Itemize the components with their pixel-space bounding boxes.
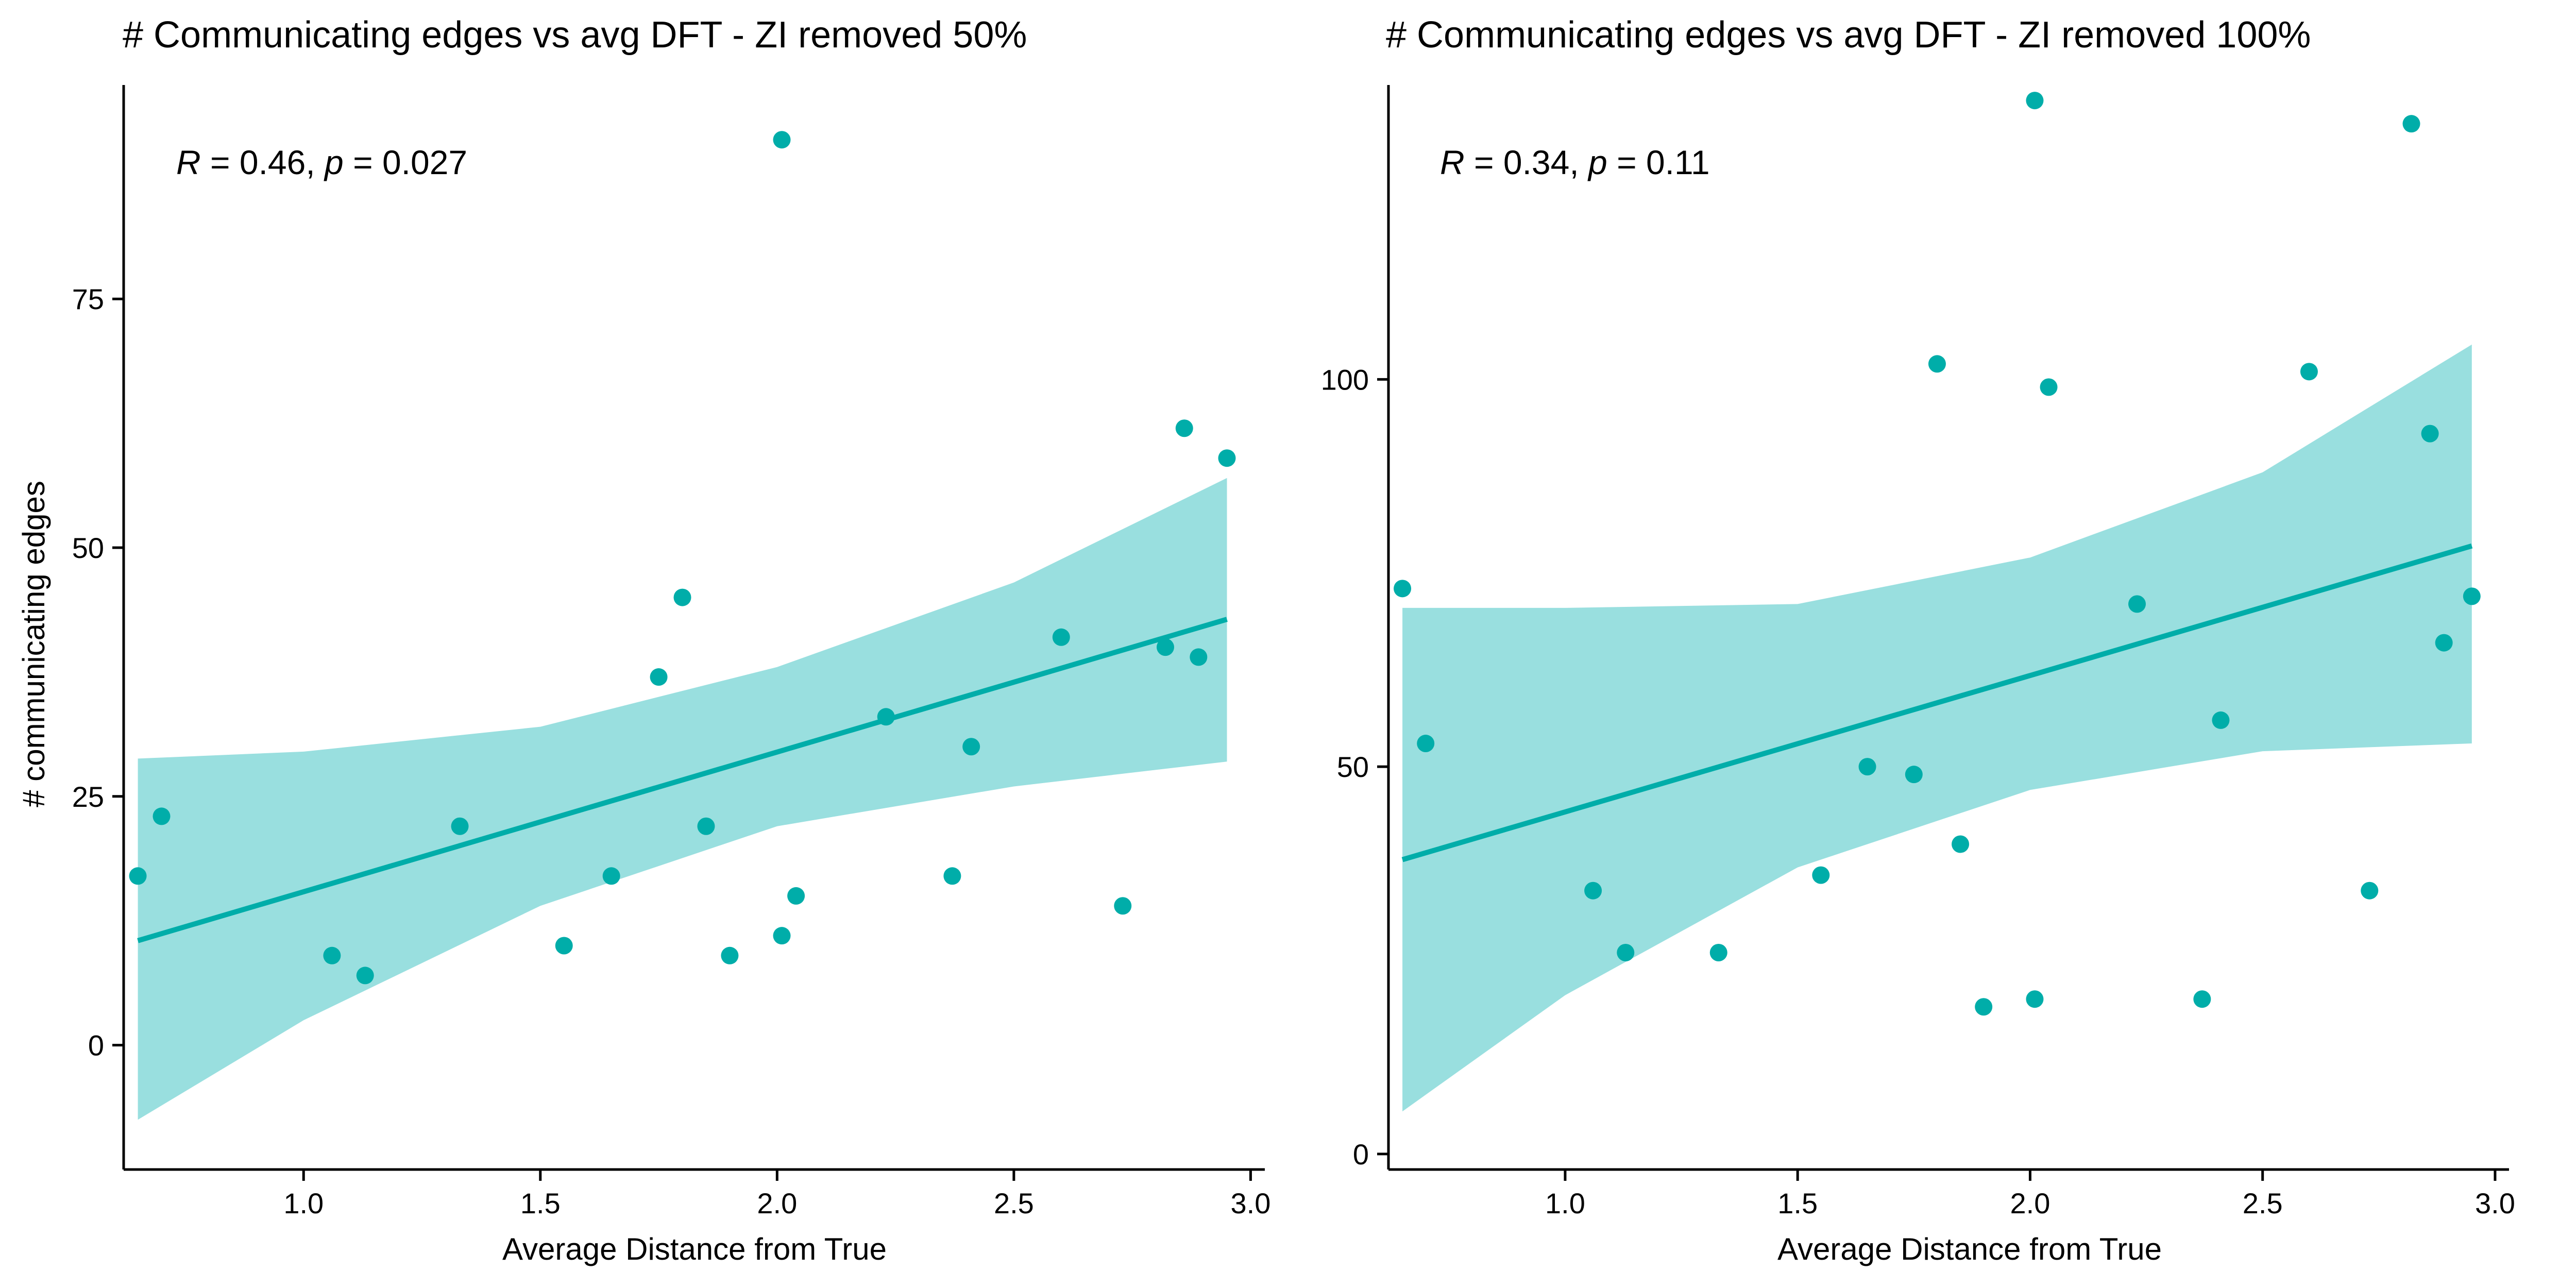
correlation-p-value: = 0.11	[1607, 143, 1710, 181]
data-point	[1052, 628, 1070, 646]
confidence-band	[138, 478, 1227, 1120]
data-point	[1394, 580, 1412, 598]
x-tick-label: 1.5	[520, 1187, 561, 1219]
y-tick-label: 0	[1353, 1138, 1369, 1171]
data-point	[2193, 990, 2211, 1008]
correlation-r-value: = 0.34,	[1465, 143, 1588, 181]
plot-area: 1.0 1.5 2.0 2.5 3.0 0 50 100	[1321, 85, 2515, 1219]
data-point	[773, 131, 791, 149]
data-point	[2212, 711, 2230, 729]
correlation-p-label: p	[1587, 143, 1607, 181]
data-point	[962, 738, 980, 756]
data-point	[1175, 419, 1193, 437]
y-tick-label: 50	[1337, 751, 1369, 783]
data-point	[1584, 882, 1602, 900]
y-tick-label: 25	[72, 781, 104, 813]
data-point	[602, 867, 620, 885]
y-tick-label: 50	[72, 532, 104, 564]
regression-line	[1401, 543, 2473, 862]
data-point	[1417, 735, 1435, 753]
data-point	[129, 867, 147, 885]
x-tick-label: 2.5	[994, 1187, 1034, 1219]
data-point	[1114, 897, 1132, 915]
correlation-r-label: R	[176, 143, 201, 181]
data-point	[697, 817, 715, 835]
x-tick-label: 2.0	[757, 1187, 797, 1219]
x-axis-label: Average Distance from True	[1777, 1232, 2162, 1266]
data-point	[2435, 634, 2453, 652]
y-tick-label: 100	[1321, 363, 1369, 396]
data-point	[787, 887, 805, 905]
data-point	[2026, 92, 2044, 110]
data-point	[1905, 766, 1923, 784]
correlation-p-value: = 0.027	[344, 143, 467, 181]
data-point	[1218, 449, 1236, 467]
data-point	[1975, 998, 1993, 1016]
data-point	[1858, 758, 1876, 776]
chart-panel-zi-removed-50: # Communicating edges vs avg DFT - ZI re…	[16, 14, 1270, 1266]
data-point	[323, 946, 341, 964]
data-point	[451, 817, 469, 835]
correlation-p-label: p	[324, 143, 344, 181]
data-point	[2463, 587, 2481, 605]
data-point	[2128, 595, 2146, 613]
x-tick-label: 3.0	[1230, 1187, 1270, 1219]
data-point	[2361, 882, 2379, 900]
data-point	[943, 867, 961, 885]
x-tick-label: 3.0	[2475, 1187, 2515, 1219]
data-point	[877, 708, 895, 726]
data-point	[1190, 648, 1208, 666]
data-point	[1709, 944, 1727, 961]
data-point	[152, 807, 171, 825]
data-point	[650, 668, 668, 686]
data-point	[555, 937, 573, 955]
chart-title: # Communicating edges vs avg DFT - ZI re…	[1386, 14, 2311, 56]
data-point	[2300, 363, 2318, 381]
data-point	[1928, 355, 1946, 373]
data-point	[1156, 638, 1174, 656]
data-point	[2026, 990, 2044, 1008]
y-axis-label: # communicating edges	[16, 481, 51, 807]
correlation-annotation: R = 0.46, p = 0.027	[176, 143, 467, 181]
x-tick-label: 1.5	[1777, 1187, 1818, 1219]
data-point	[1952, 835, 1970, 853]
data-point	[1812, 866, 1830, 884]
x-tick-label: 1.0	[283, 1187, 324, 1219]
correlation-r-label: R	[1440, 143, 1465, 181]
x-tick-label: 2.0	[2010, 1187, 2050, 1219]
correlation-r-value: = 0.46,	[201, 143, 325, 181]
y-tick-label: 75	[72, 283, 104, 315]
plot-area: 1.0 1.5 2.0 2.5 3.0 0 25 50 75	[72, 85, 1270, 1219]
confidence-band	[1402, 344, 2472, 1112]
data-point	[773, 927, 791, 945]
data-point	[356, 967, 374, 985]
y-tick-label: 0	[88, 1029, 104, 1062]
correlation-annotation: R = 0.34, p = 0.11	[1440, 143, 1710, 181]
regression-line	[137, 617, 1228, 943]
data-point	[2402, 115, 2420, 133]
data-point	[1617, 944, 1635, 961]
data-point	[721, 946, 739, 964]
data-point	[2040, 378, 2058, 396]
chart-panel-zi-removed-100: # Communicating edges vs avg DFT - ZI re…	[1321, 14, 2515, 1266]
x-tick-label: 2.5	[2243, 1187, 2283, 1219]
chart-title: # Communicating edges vs avg DFT - ZI re…	[123, 14, 1027, 56]
data-point	[673, 588, 691, 606]
data-point	[2421, 425, 2439, 443]
x-tick-label: 1.0	[1545, 1187, 1585, 1219]
x-axis-label: Average Distance from True	[502, 1232, 887, 1266]
